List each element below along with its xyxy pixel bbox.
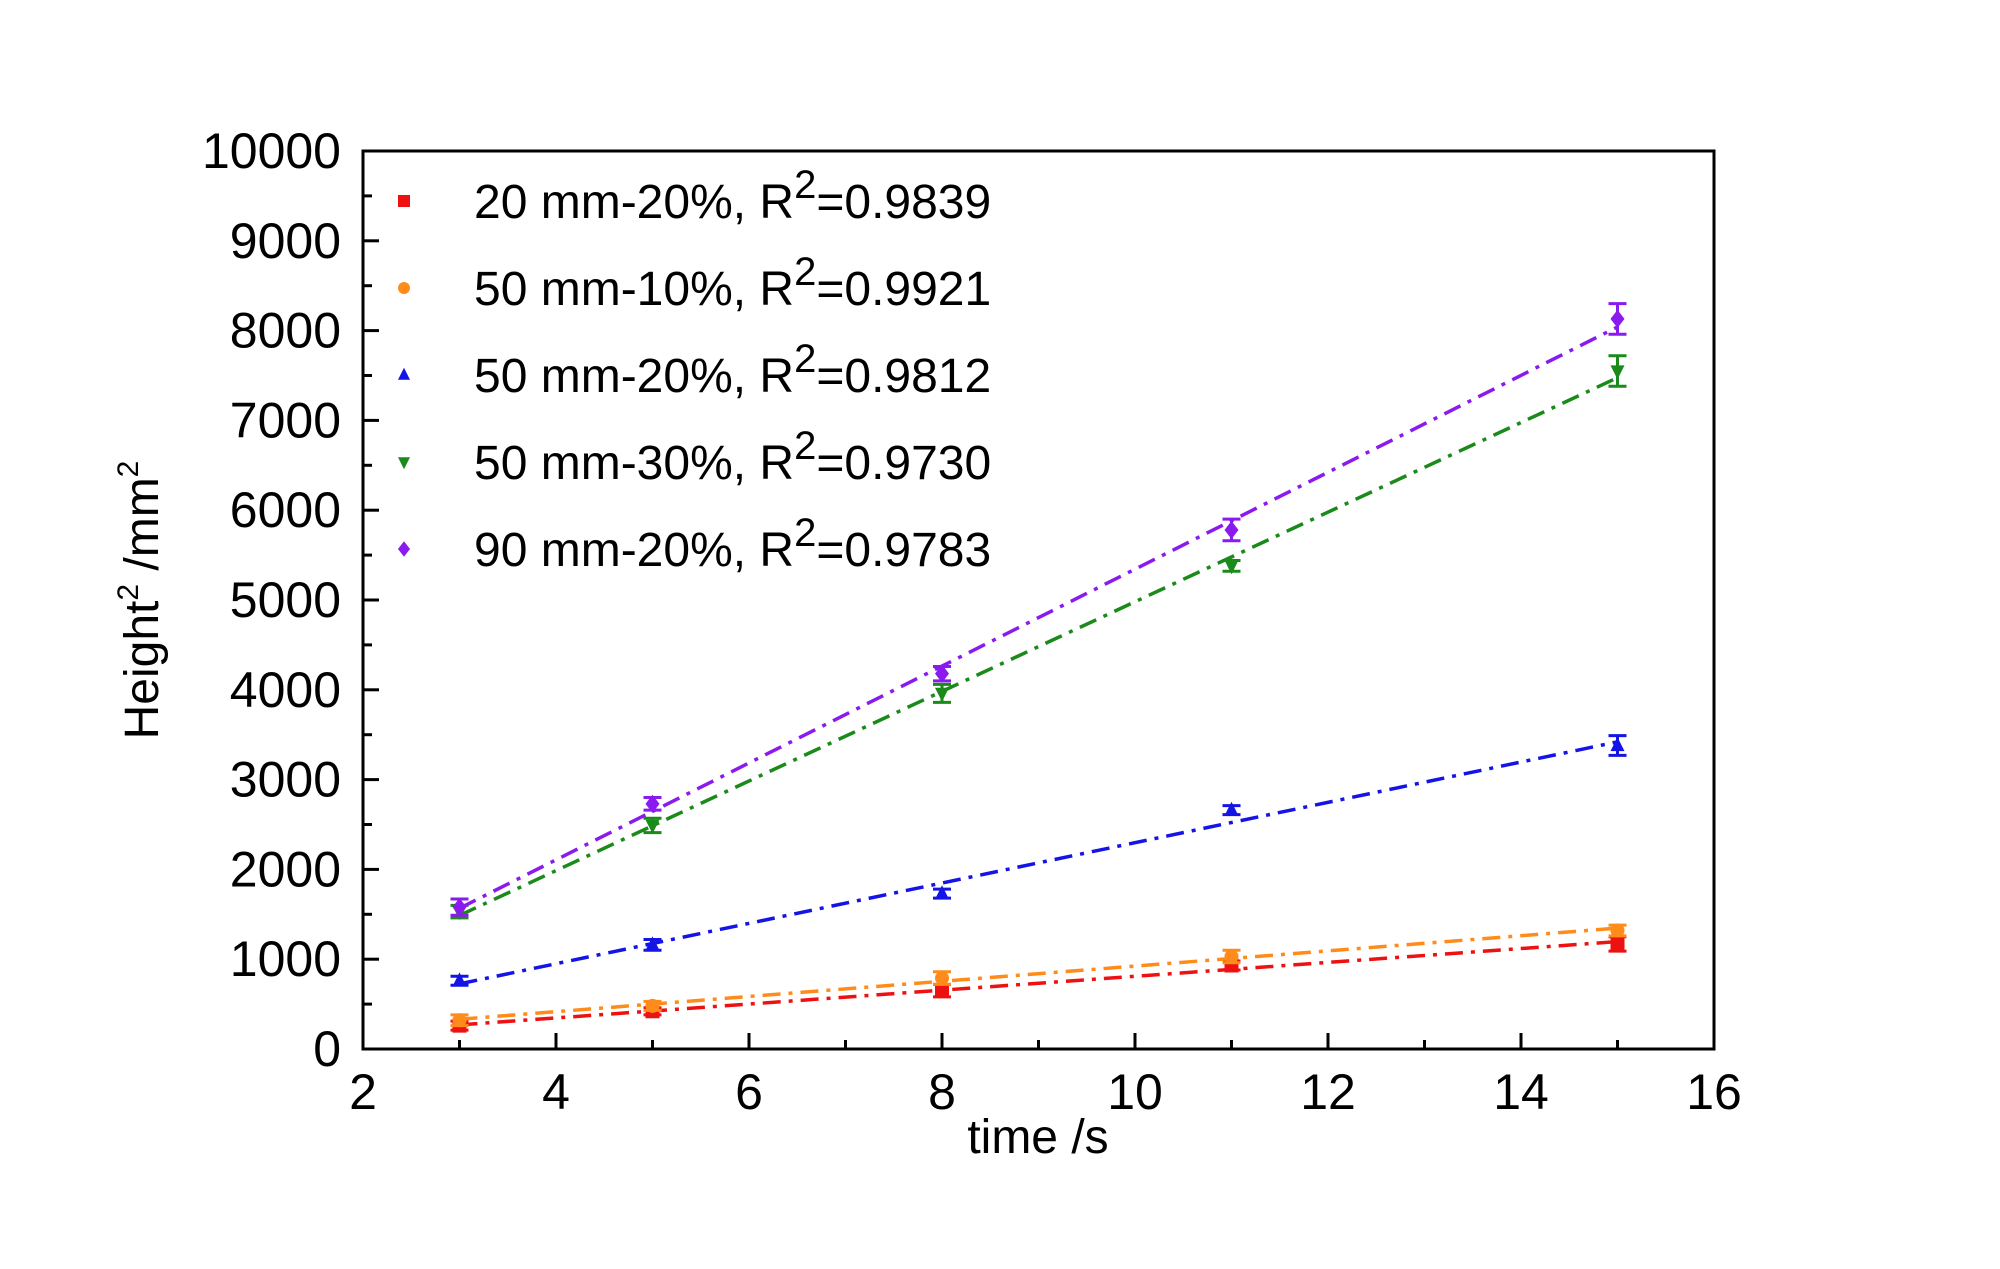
data-point: [1224, 560, 1239, 575]
data-point: [645, 794, 660, 813]
data-point: [1610, 923, 1625, 938]
data-point: [1610, 936, 1625, 951]
data-point: [1610, 365, 1625, 380]
y-tick-label: 4000: [230, 662, 341, 718]
legend-marker: [398, 282, 410, 294]
y-tick-label: 8000: [230, 303, 341, 359]
x-tick-label: 14: [1493, 1064, 1549, 1120]
legend-label: 50 mm-20%, R2=0.9812: [474, 337, 991, 403]
data-point: [1610, 309, 1625, 329]
legend-label: 50 mm-10%, R2=0.9921: [474, 250, 991, 316]
x-tick-label: 6: [735, 1064, 763, 1120]
legend-label: 20 mm-20%, R2=0.9839: [474, 163, 991, 229]
x-tick-label: 8: [928, 1064, 956, 1120]
series-0: [450, 935, 1627, 1033]
data-point: [645, 936, 660, 951]
data-point: [935, 885, 949, 900]
data-point: [452, 972, 467, 987]
y-tick-label: 5000: [230, 572, 341, 628]
legend-label: 90 mm-20%, R2=0.9783: [474, 511, 991, 577]
y-axis-label: Height2 /mm2: [112, 461, 169, 740]
data-point: [1224, 801, 1239, 816]
x-tick-label: 16: [1686, 1064, 1742, 1120]
fit-line: [459, 740, 1618, 986]
series-2: [450, 734, 1627, 987]
x-tick-label: 2: [349, 1064, 377, 1120]
legend-marker: [398, 541, 410, 557]
y-tick-label: 6000: [230, 482, 341, 538]
data-point: [1224, 949, 1239, 964]
data-point: [935, 983, 949, 998]
y-tick-label: 0: [313, 1021, 341, 1077]
y-tick-label: 1000: [230, 931, 341, 987]
y-tick-label: 9000: [230, 213, 341, 269]
data-point: [452, 898, 467, 917]
legend-marker: [398, 367, 410, 380]
data-point: [935, 664, 949, 683]
legend: 20 mm-20%, R2=0.9839 50 mm-10%, R2=0.9921…: [398, 163, 991, 577]
y-tick-label: 7000: [230, 392, 341, 448]
data-point: [935, 687, 949, 702]
legend-label: 50 mm-30%, R2=0.9730: [474, 424, 991, 490]
data-point: [935, 971, 949, 986]
y-tick-label: 3000: [230, 752, 341, 808]
x-tick-label: 12: [1300, 1064, 1356, 1120]
plot-marks: [450, 302, 1627, 1033]
x-axis-label: time /s: [967, 1111, 1108, 1164]
series-1: [450, 923, 1627, 1028]
fit-line: [458, 325, 1619, 910]
legend-marker: [398, 195, 410, 207]
series-3: [450, 354, 1627, 921]
fit-line: [459, 939, 1618, 1027]
y-tick-label: 2000: [230, 841, 341, 897]
series-4: [450, 302, 1627, 917]
legend-marker: [398, 457, 410, 470]
data-point: [645, 819, 660, 834]
fit-line: [459, 926, 1618, 1021]
data-point: [645, 998, 660, 1013]
x-tick-label: 10: [1107, 1064, 1163, 1120]
axes: 2 4 6 8 10 12 14 16 0 1000 2000 3000 4000 5000 6000 700…: [202, 123, 1742, 1120]
data-point: [1224, 520, 1239, 540]
x-tick-label: 4: [542, 1064, 570, 1120]
y-tick-label: 10000: [202, 123, 341, 179]
data-point: [452, 1013, 467, 1028]
data-point: [1610, 737, 1625, 752]
